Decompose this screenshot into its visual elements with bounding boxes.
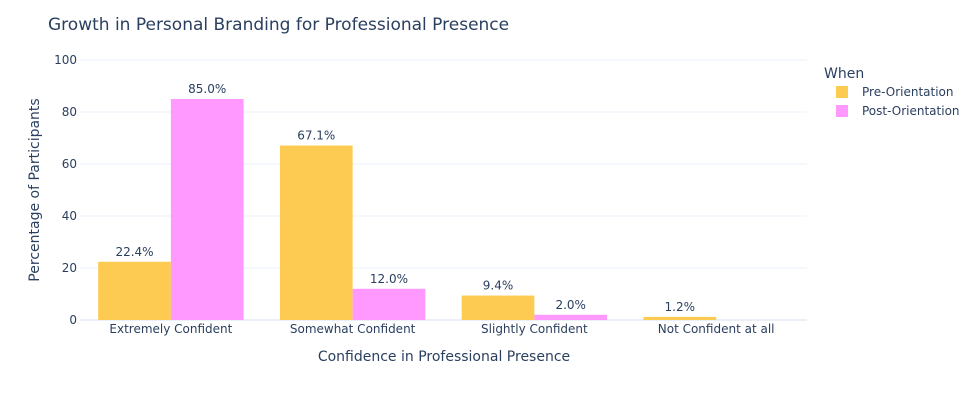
y-axis-ticks: 0 20 40 60 80 100 xyxy=(54,53,77,327)
data-label: 2.0% xyxy=(555,298,586,312)
legend-label: Pre-Orientation xyxy=(862,85,954,99)
bar xyxy=(279,145,353,320)
legend: When Pre-Orientation Post-Orientation xyxy=(824,66,960,118)
chart-title: Growth in Personal Branding for Professi… xyxy=(48,15,509,35)
data-labels: 22.4% 85.0% 67.1% 12.0% 9.4% 2.0% 1.2% xyxy=(115,82,695,314)
bar xyxy=(352,288,426,320)
x-axis-title: Confidence in Professional Presence xyxy=(318,349,570,365)
y-tick-label: 60 xyxy=(62,157,77,171)
y-tick-label: 80 xyxy=(62,105,77,119)
x-tick-label: Slightly Confident xyxy=(481,322,588,336)
x-tick-label: Not Confident at all xyxy=(658,322,775,336)
y-tick-label: 0 xyxy=(69,313,77,327)
legend-swatch xyxy=(836,105,848,117)
data-label: 9.4% xyxy=(483,279,514,293)
bar xyxy=(534,314,608,320)
data-label: 85.0% xyxy=(188,82,226,96)
x-axis-ticks: Extremely Confident Somewhat Confident Sli… xyxy=(109,322,774,336)
data-label: 12.0% xyxy=(370,272,408,286)
y-tick-label: 100 xyxy=(54,53,77,67)
data-label: 67.1% xyxy=(297,129,335,143)
x-tick-label: Somewhat Confident xyxy=(290,322,416,336)
legend-swatch xyxy=(836,86,848,98)
bar xyxy=(643,316,717,320)
y-tick-label: 40 xyxy=(62,209,77,223)
y-axis-title: Percentage of Participants xyxy=(27,98,43,281)
data-label: 22.4% xyxy=(115,245,153,259)
bars xyxy=(98,99,717,320)
data-label: 1.2% xyxy=(665,300,696,314)
bar xyxy=(461,295,535,320)
x-tick-label: Extremely Confident xyxy=(109,322,232,336)
legend-label: Post-Orientation xyxy=(862,104,960,118)
bar xyxy=(98,261,171,320)
legend-items: Pre-Orientation Post-Orientation xyxy=(836,85,960,118)
legend-title: When xyxy=(824,66,864,82)
bar xyxy=(170,99,244,320)
y-tick-label: 20 xyxy=(62,261,77,275)
